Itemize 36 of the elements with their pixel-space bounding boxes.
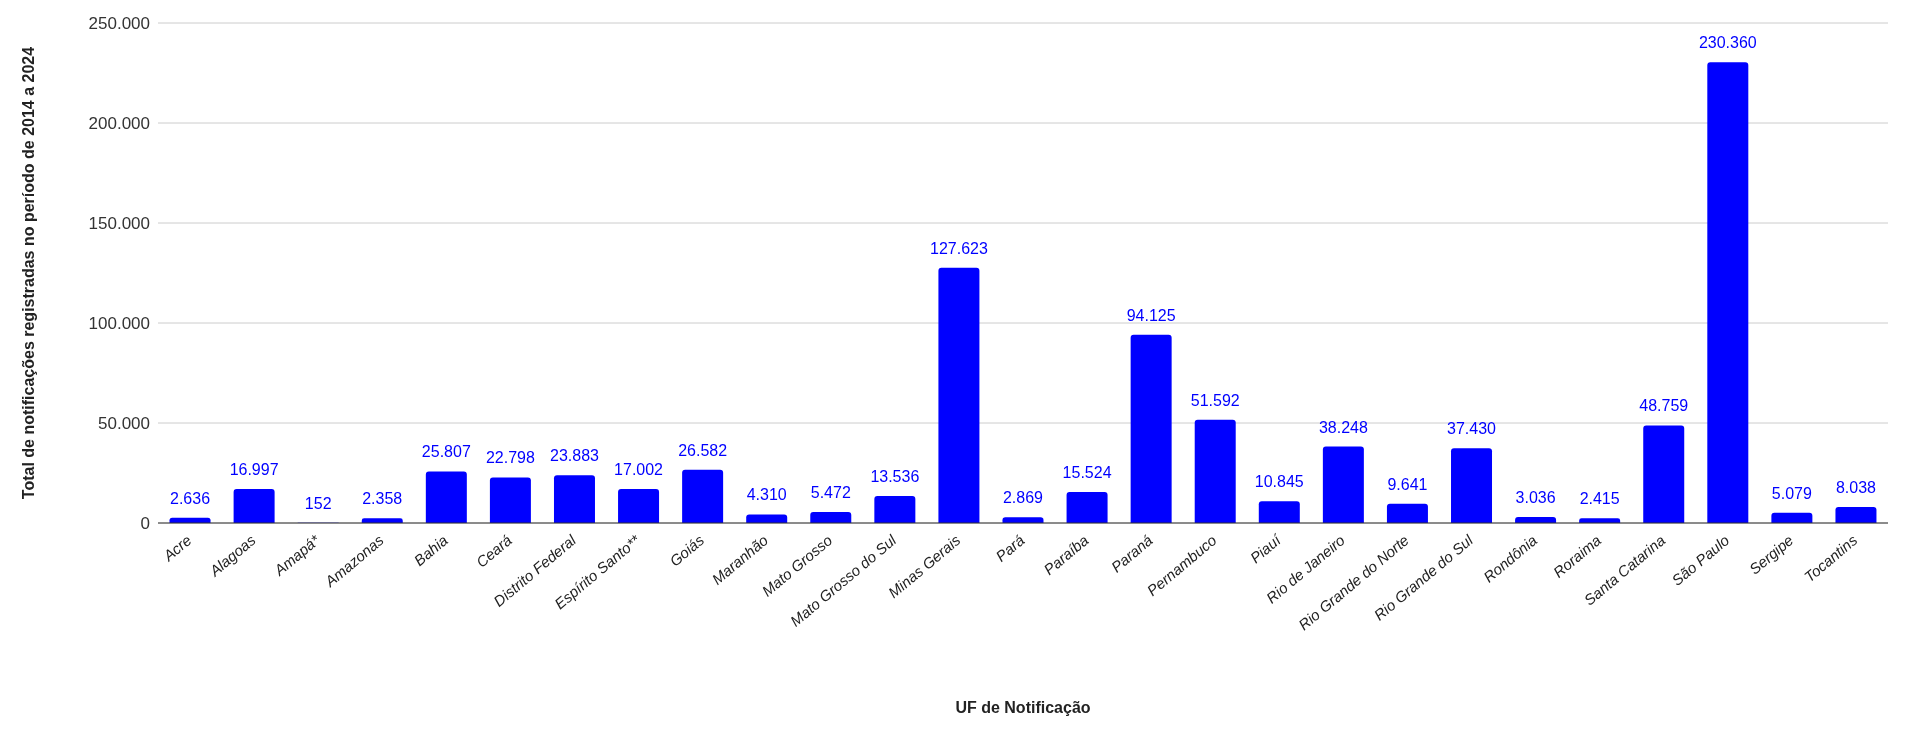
x-axis-title: UF de Notificação [955,699,1091,716]
data-label: 127.623 [930,239,988,257]
data-label: 26.582 [678,441,728,459]
y-tick-label: 250.000 [88,14,150,34]
y-tick-label: 100.000 [88,314,150,334]
x-tick-label: Acre [159,531,195,565]
y-tick-label: 200.000 [88,114,150,134]
data-label: 2.869 [1002,489,1044,507]
data-label: 9.641 [1387,475,1428,493]
data-label: 5.472 [810,484,851,502]
data-label: 51.592 [1190,391,1240,409]
data-label: 38.248 [1318,418,1368,436]
y-tick-label: 150.000 [88,214,150,234]
data-label: 2.636 [170,489,211,507]
data-label: 17.002 [614,461,664,478]
data-label: 13.536 [870,467,920,485]
data-label: 230.360 [1698,34,1757,52]
data-label: 37.430 [1447,420,1497,438]
data-label: 152 [304,494,332,512]
y-axis-title: Total de notificações registradas no período de 2014 a 2024 [19,46,37,500]
data-label: 8.038 [1835,478,1877,496]
data-label: 5.079 [1771,484,1812,502]
y-tick-label: 0 [140,514,150,534]
data-label: 25.807 [421,443,471,461]
data-label: 23.883 [550,447,600,465]
data-label: 10.845 [1254,473,1304,491]
data-label: 22.798 [485,449,535,467]
data-label: 15.524 [1062,463,1112,481]
data-label: 2.358 [362,490,403,508]
data-label: 94.125 [1126,306,1176,324]
y-tick-label: 50.000 [98,414,150,434]
data-label: 3.036 [1515,488,1556,506]
data-label: 4.310 [746,486,787,504]
data-label: 2.415 [1579,490,1620,508]
data-label: 48.759 [1639,397,1689,415]
data-label: 16.997 [229,461,279,479]
